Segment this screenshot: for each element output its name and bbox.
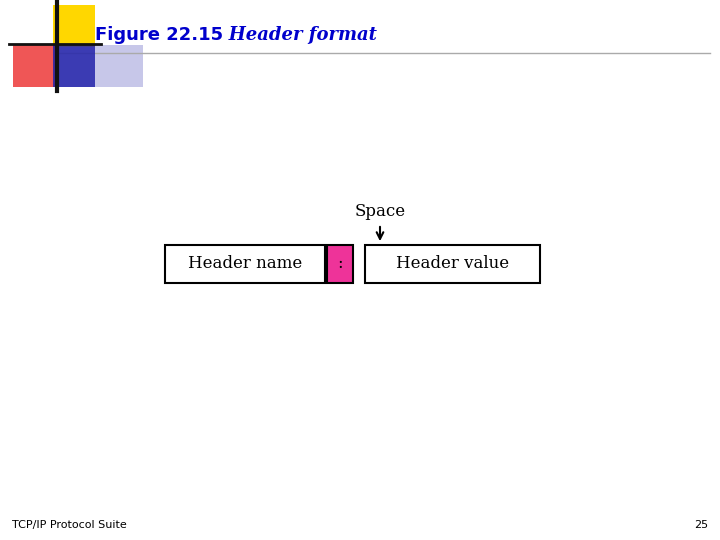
Bar [327, 245, 353, 283]
Text: Header name: Header name [188, 255, 302, 273]
Text: Figure 22.15: Figure 22.15 [95, 26, 223, 44]
Text: Header format: Header format [210, 26, 377, 44]
Text: 25: 25 [694, 520, 708, 530]
Text: Header value: Header value [396, 255, 509, 273]
Bar [53, 45, 95, 87]
Text: TCP/IP Protocol Suite: TCP/IP Protocol Suite [12, 520, 127, 530]
Bar [53, 45, 143, 87]
Text: Space: Space [354, 203, 405, 220]
Text: :: : [337, 255, 343, 273]
Bar [165, 245, 325, 283]
Bar [13, 45, 55, 87]
Bar [53, 5, 95, 47]
Bar [365, 245, 540, 283]
